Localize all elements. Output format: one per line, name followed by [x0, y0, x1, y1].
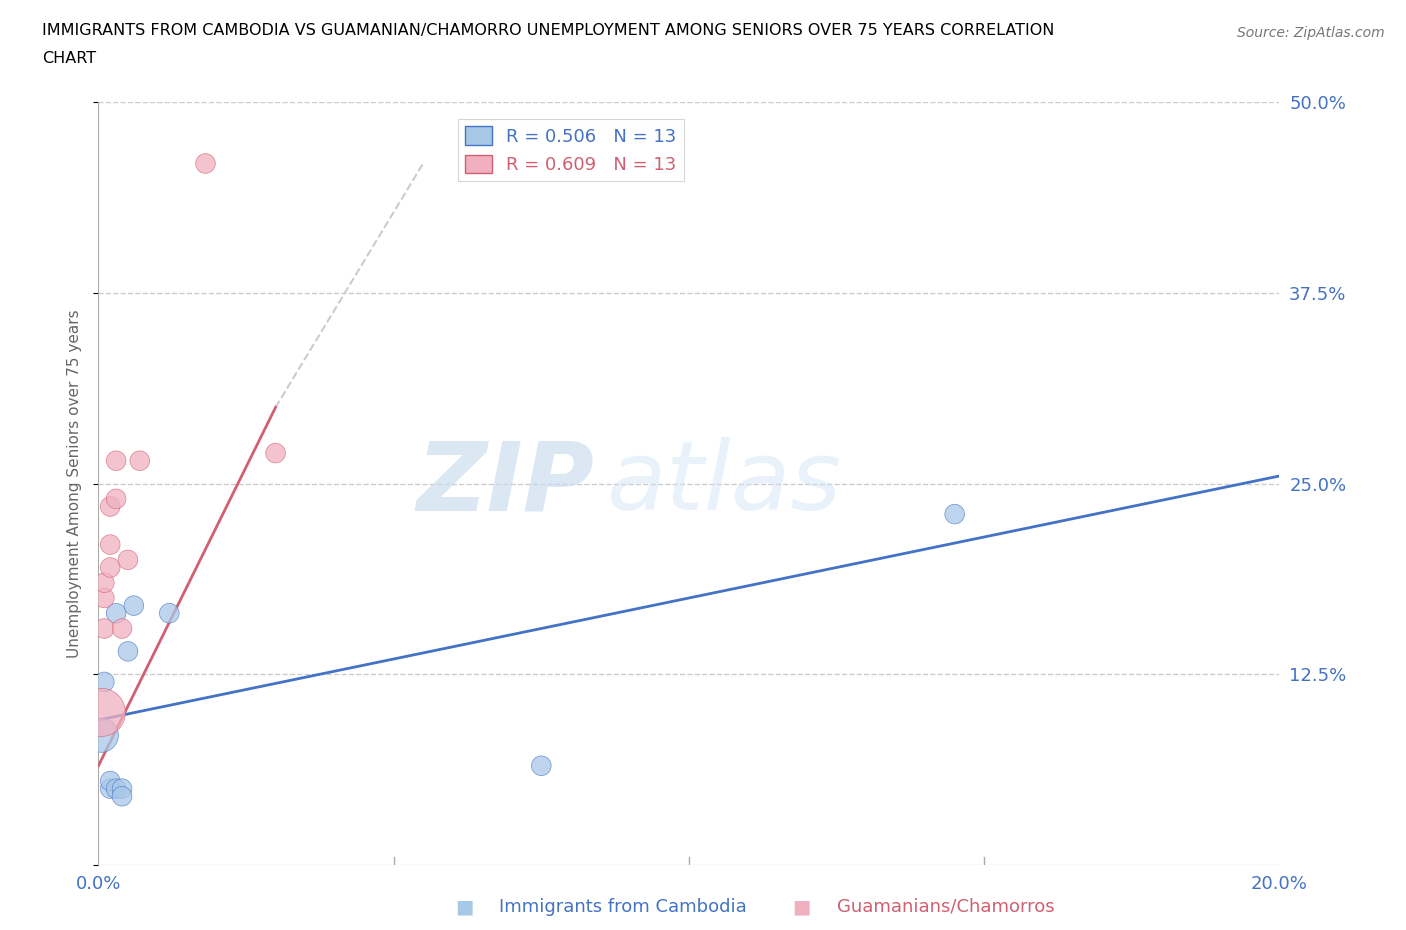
Text: CHART: CHART — [42, 51, 96, 66]
Text: ZIP: ZIP — [416, 437, 595, 530]
Point — [530, 758, 553, 773]
Point — [98, 499, 121, 514]
Point — [105, 491, 128, 506]
Point — [157, 605, 180, 620]
Text: ■: ■ — [454, 897, 474, 916]
Point — [98, 560, 121, 575]
Text: Source: ZipAtlas.com: Source: ZipAtlas.com — [1237, 26, 1385, 40]
Point — [105, 781, 128, 796]
Point — [90, 728, 112, 743]
Point — [93, 621, 115, 636]
Point — [105, 605, 128, 620]
Text: Immigrants from Cambodia: Immigrants from Cambodia — [499, 897, 747, 916]
Point — [98, 538, 121, 552]
Point — [122, 598, 145, 613]
Point — [111, 621, 134, 636]
Point — [111, 789, 134, 804]
Point — [93, 576, 115, 591]
Text: Guamanians/Chamorros: Guamanians/Chamorros — [837, 897, 1054, 916]
Point — [111, 781, 134, 796]
Legend: R = 0.506   N = 13, R = 0.609   N = 13: R = 0.506 N = 13, R = 0.609 N = 13 — [458, 119, 683, 181]
Point — [264, 445, 287, 460]
Point — [98, 774, 121, 789]
Point — [90, 705, 112, 720]
Text: ■: ■ — [792, 897, 811, 916]
Point — [98, 781, 121, 796]
Point — [943, 507, 966, 522]
Point — [93, 674, 115, 689]
Y-axis label: Unemployment Among Seniors over 75 years: Unemployment Among Seniors over 75 years — [67, 310, 83, 658]
Point — [194, 156, 217, 171]
Point — [117, 644, 139, 658]
Point — [105, 453, 128, 468]
Text: atlas: atlas — [606, 437, 841, 530]
Point — [128, 453, 150, 468]
Point — [93, 591, 115, 605]
Point — [117, 552, 139, 567]
Text: IMMIGRANTS FROM CAMBODIA VS GUAMANIAN/CHAMORRO UNEMPLOYMENT AMONG SENIORS OVER 7: IMMIGRANTS FROM CAMBODIA VS GUAMANIAN/CH… — [42, 23, 1054, 38]
